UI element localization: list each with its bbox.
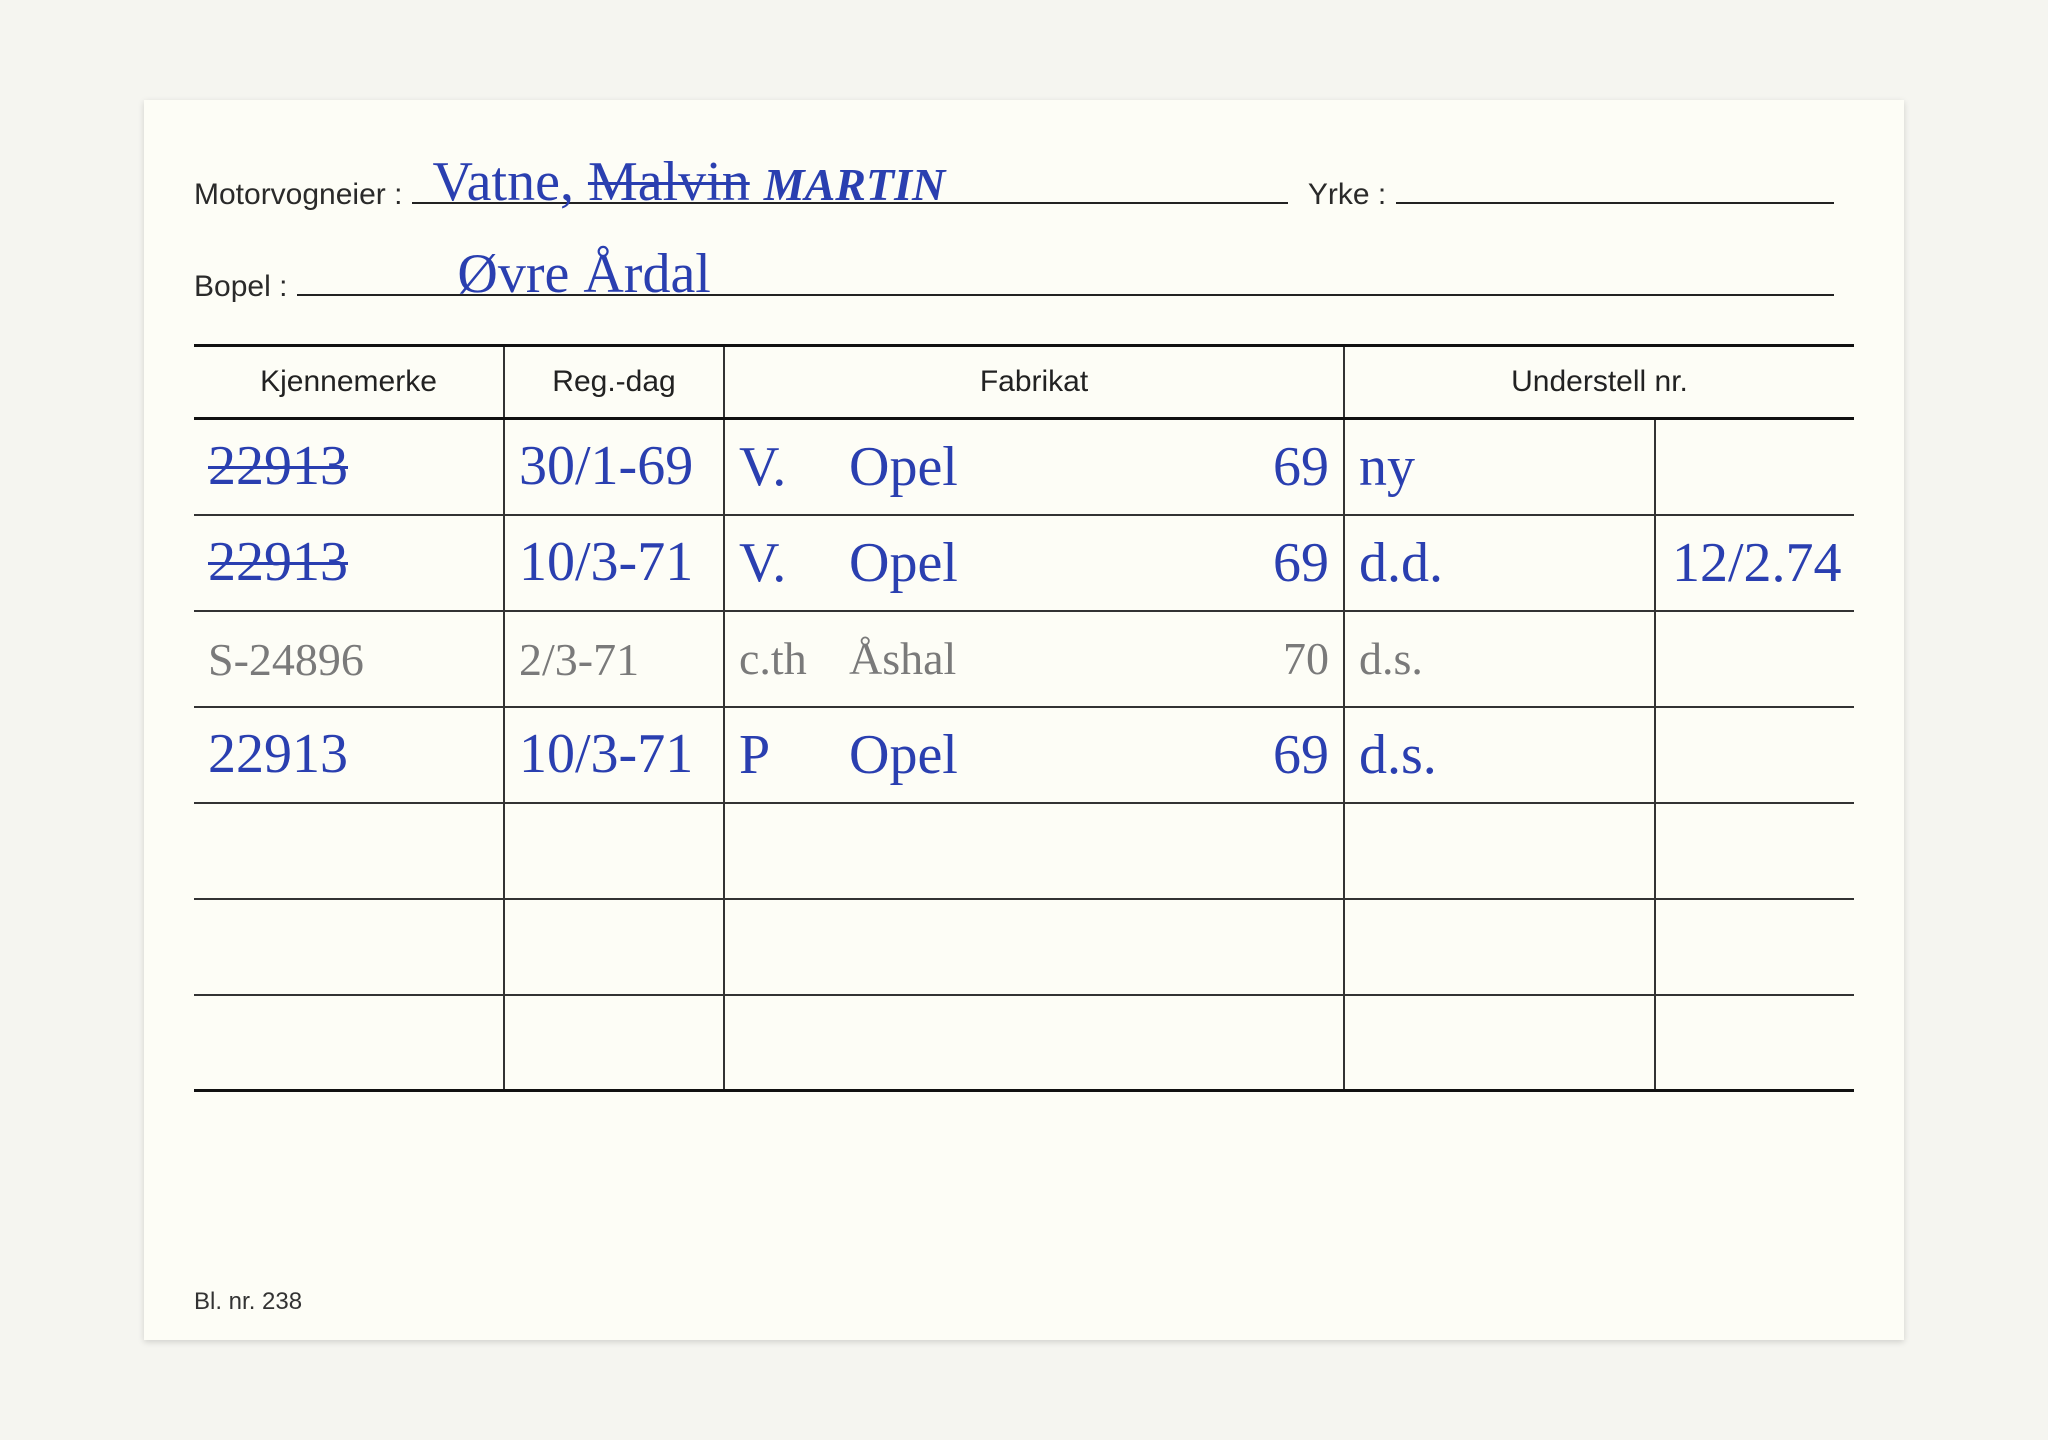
col-kjennemerke: Kjennemerke xyxy=(194,346,504,419)
cell-kjennemerke: 22913 xyxy=(194,515,504,611)
cell-regdag xyxy=(504,803,724,899)
residence-line: Bopel : Øvre Årdal xyxy=(194,252,1854,304)
cell-regdag xyxy=(504,995,724,1091)
table-row: 2291310/3-71 V. Opel 69 d.d. 12/2.74 xyxy=(194,515,1854,611)
cell-fabrikat: V. Opel 69 xyxy=(724,515,1344,611)
cell-fabrikat: V. Opel 69 xyxy=(724,419,1344,515)
cell-understell: ny xyxy=(1344,419,1854,515)
owner-field: Vatne, Malvin MARTIN xyxy=(412,160,1287,204)
owner-corrected: MARTIN xyxy=(764,159,945,210)
cell-kjennemerke xyxy=(194,995,504,1091)
residence-label: Bopel : xyxy=(194,270,287,304)
cell-kjennemerke xyxy=(194,803,504,899)
cell-fabrikat: c.th Åshal 70 xyxy=(724,611,1344,707)
cell-understell: d.s. xyxy=(1344,611,1854,707)
cell-fabrikat: P Opel 69 xyxy=(724,707,1344,803)
cell-understell xyxy=(1344,899,1854,995)
table-row: 2291330/1-69 V. Opel 69 ny xyxy=(194,419,1854,515)
table-row xyxy=(194,899,1854,995)
cell-kjennemerke: 22913 xyxy=(194,419,504,515)
table-row xyxy=(194,803,1854,899)
cell-regdag: 30/1-69 xyxy=(504,419,724,515)
col-understell: Understell nr. xyxy=(1344,346,1854,419)
occupation-label: Yrke : xyxy=(1308,178,1386,212)
cell-understell: d.d. 12/2.74 xyxy=(1344,515,1854,611)
cell-regdag: 2/3-71 xyxy=(504,611,724,707)
cell-understell xyxy=(1344,995,1854,1091)
col-fabrikat: Fabrikat xyxy=(724,346,1344,419)
owner-surname: Vatne xyxy=(432,151,560,213)
table-header-row: Kjennemerke Reg.-dag Fabrikat Understell… xyxy=(194,346,1854,419)
col-regdag: Reg.-dag xyxy=(504,346,724,419)
occupation-field xyxy=(1396,160,1834,204)
owner-struck: Malvin xyxy=(588,151,750,213)
cell-fabrikat xyxy=(724,899,1344,995)
cell-understell: d.s. xyxy=(1344,707,1854,803)
form-number: Bl. nr. 238 xyxy=(194,1288,302,1316)
residence-value: Øvre Årdal xyxy=(457,246,710,302)
table-row: 2291310/3-71 P Opel 69 d.s. xyxy=(194,707,1854,803)
cell-fabrikat xyxy=(724,995,1344,1091)
cell-kjennemerke: 22913 xyxy=(194,707,504,803)
table-row: S-248962/3-71 c.th Åshal 70 d.s. xyxy=(194,611,1854,707)
owner-line: Motorvogneier : Vatne, Malvin MARTIN Yrk… xyxy=(194,160,1854,212)
residence-field: Øvre Årdal xyxy=(297,252,1834,296)
owner-label: Motorvogneier : xyxy=(194,178,402,212)
table-row xyxy=(194,995,1854,1091)
cell-regdag: 10/3-71 xyxy=(504,707,724,803)
vehicle-table: Kjennemerke Reg.-dag Fabrikat Understell… xyxy=(194,344,1854,1092)
cell-understell xyxy=(1344,803,1854,899)
cell-kjennemerke xyxy=(194,899,504,995)
cell-kjennemerke: S-24896 xyxy=(194,611,504,707)
owner-value: Vatne, Malvin MARTIN xyxy=(432,154,945,210)
cell-regdag: 10/3-71 xyxy=(504,515,724,611)
cell-fabrikat xyxy=(724,803,1344,899)
registration-card: Motorvogneier : Vatne, Malvin MARTIN Yrk… xyxy=(144,100,1904,1340)
cell-regdag xyxy=(504,899,724,995)
